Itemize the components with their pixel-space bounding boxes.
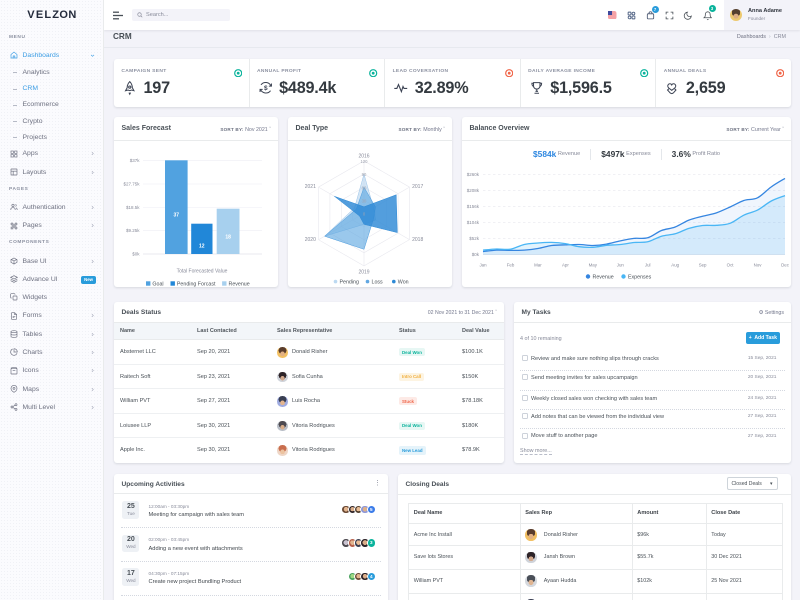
svg-text:$104k: $104k xyxy=(467,220,480,225)
svg-text:$52k: $52k xyxy=(469,236,480,241)
svg-text:60: 60 xyxy=(362,186,367,191)
svg-text:Feb: Feb xyxy=(507,263,515,268)
svg-text:2017: 2017 xyxy=(412,184,423,190)
svg-text:Mar: Mar xyxy=(534,263,542,268)
svg-text:2020: 2020 xyxy=(305,237,316,243)
svg-text:Total Forecasted Value: Total Forecasted Value xyxy=(177,269,228,275)
svg-text:Pending Forcast: Pending Forcast xyxy=(177,282,216,287)
svg-text:$27.75k: $27.75k xyxy=(123,182,140,187)
svg-text:12: 12 xyxy=(199,244,205,250)
svg-text:$37k: $37k xyxy=(130,158,141,163)
svg-text:90: 90 xyxy=(362,172,367,177)
svg-text:Oct: Oct xyxy=(727,263,735,268)
svg-text:May: May xyxy=(589,263,598,268)
svg-text:30: 30 xyxy=(362,199,367,204)
svg-text:$: $ xyxy=(264,85,268,92)
svg-text:$0k: $0k xyxy=(132,252,140,257)
svg-text:0: 0 xyxy=(363,212,366,217)
svg-text:Pending: Pending xyxy=(340,280,359,286)
svg-text:$208k: $208k xyxy=(467,188,480,193)
svg-text:Dec: Dec xyxy=(781,263,790,268)
svg-text:Revenue: Revenue xyxy=(593,275,614,281)
svg-text:$0k: $0k xyxy=(472,252,480,257)
svg-text:2021: 2021 xyxy=(305,184,316,190)
svg-text:37: 37 xyxy=(174,213,180,219)
svg-text:Jul: Jul xyxy=(645,263,651,268)
svg-text:Loss: Loss xyxy=(372,280,384,286)
svg-text:18: 18 xyxy=(225,235,231,241)
svg-text:$156k: $156k xyxy=(467,204,480,209)
svg-text:Expenses: Expenses xyxy=(628,275,652,281)
svg-text:Jan: Jan xyxy=(479,263,487,268)
svg-text:$260k: $260k xyxy=(467,172,480,177)
svg-text:Apr: Apr xyxy=(562,263,569,268)
svg-text:Jun: Jun xyxy=(617,263,625,268)
svg-text:2018: 2018 xyxy=(412,237,423,243)
svg-text:2016: 2016 xyxy=(358,154,369,160)
svg-text:Sep: Sep xyxy=(699,263,707,268)
svg-text:Revenue: Revenue xyxy=(229,282,250,287)
svg-text:$9.25k: $9.25k xyxy=(126,228,140,233)
svg-text:Won: Won xyxy=(398,280,409,286)
svg-text:2019: 2019 xyxy=(358,270,369,276)
svg-text:Nov: Nov xyxy=(754,263,763,268)
svg-text:120: 120 xyxy=(361,159,369,164)
svg-text:Aug: Aug xyxy=(671,263,679,268)
svg-text:$18.5k: $18.5k xyxy=(126,205,140,210)
svg-text:Goal: Goal xyxy=(152,282,163,287)
